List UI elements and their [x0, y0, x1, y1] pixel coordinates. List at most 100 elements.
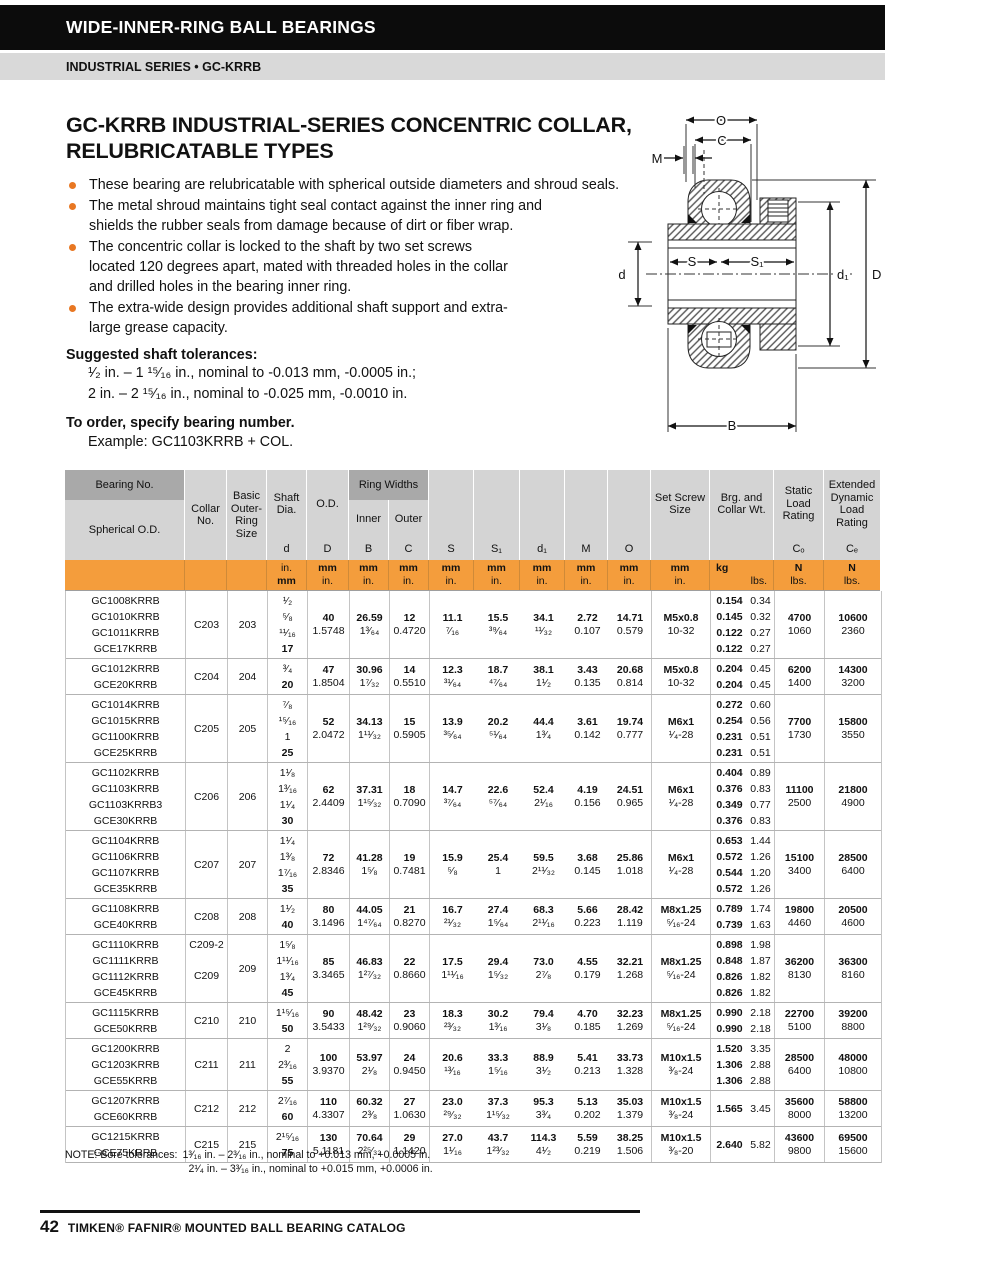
cell-c: 21 0.8270 [390, 899, 430, 934]
s-inch-value: 1¹⁄₁₆ [443, 1144, 462, 1157]
c-inch-value: 0.9450 [393, 1064, 426, 1077]
header-col-collar: Collar No. [185, 470, 227, 560]
cell-m: 5.66 0.223 [566, 899, 609, 934]
m-metric-value: 4.55 [577, 955, 598, 968]
cell-c: 18 0.7090 [390, 763, 430, 830]
d1-inch-value: 3¹⁄₂ [535, 1064, 552, 1077]
cell-static: 35600 8000 [775, 1091, 825, 1126]
bearing-number: GCE60KRRB [93, 1110, 158, 1123]
weight-pair: 0.254 0.56 [716, 714, 771, 727]
m-inch-value: 0.135 [574, 676, 601, 689]
cell-size: 215 [228, 1127, 268, 1162]
screw-metric-value: M5x0.8 [663, 663, 699, 676]
s1-metric-value: 33.3 [487, 1051, 509, 1064]
cell-bearing: GC1207KRRB GCE60KRRB [66, 1091, 186, 1126]
weight-pair: 0.231 0.51 [716, 746, 771, 759]
weight-pair: 0.376 0.83 [716, 782, 771, 795]
screw-inch-value: 10-32 [667, 676, 695, 689]
screw-metric-value: M10x1.5 [660, 1051, 702, 1064]
shaft-dia-value: 17 [281, 642, 294, 655]
s-metric-value: 15.9 [442, 851, 463, 864]
s1-metric-value: 20.2 [487, 715, 509, 728]
static-metric-value: 11100 [785, 783, 814, 796]
shaft-dia-value: 1⁵⁄₈ [279, 938, 296, 951]
cell-dyn: 48000 10800 [825, 1039, 881, 1090]
b-inch-value: 1³⁄₆₄ [359, 624, 380, 637]
b-metric-value: 26.59 [356, 611, 383, 624]
feature-bullet: The extra-wide design provides additiona… [66, 298, 632, 338]
cell-shaft: ³⁄₄ 20 [268, 659, 308, 694]
static-metric-value: 19800 [784, 903, 815, 916]
bearing-number: GC1103KRRB3 [88, 798, 163, 811]
c-inch-value: 0.9060 [393, 1020, 426, 1033]
c-metric-value: 14 [403, 663, 416, 676]
dim-label-d1: d₁ [837, 267, 849, 282]
tolerance-line: ¹⁄₂ in. – 1 ¹⁵⁄₁₆ in., nominal to -0.013… [88, 365, 417, 381]
bearing-number: GCE25KRRB [93, 746, 158, 759]
m-metric-value: 4.19 [577, 783, 598, 796]
cell-od: 100 3.9370 [308, 1039, 350, 1090]
cell-b: 70.64 2²⁵⁄₃₂ [350, 1127, 390, 1162]
cell-shaft: 2¹⁵⁄₁₆ 75 [268, 1127, 308, 1162]
cell-o: 32.23 1.269 [609, 1003, 652, 1038]
d1-metric-value: 52.4 [533, 783, 554, 796]
seal-lip-icon [741, 214, 750, 223]
m-metric-value: 2.72 [577, 611, 598, 624]
od-metric-value: 90 [322, 1007, 335, 1020]
table-group-row: GC1014KRRB GC1015KRRB GC1100KRRB GCE25KRRB C… [66, 695, 881, 763]
units-bearing [65, 560, 185, 590]
static-metric-value: 36200 [784, 955, 815, 968]
series-subheader-text: INDUSTRIAL SERIES • GC-KRRB [66, 59, 262, 74]
b-inch-value: 1⁷⁄₃₂ [359, 676, 380, 689]
weight-pair: 1.520 3.35 [716, 1042, 771, 1055]
weight-pair: 0.544 1.20 [716, 866, 771, 879]
m-metric-value: 3.43 [577, 663, 598, 676]
s1-inch-value: 1²³⁄₃₂ [486, 1144, 510, 1157]
units-size [227, 560, 267, 590]
bearing-number: GCE75KRRB [93, 1146, 158, 1159]
od-metric-value: 130 [319, 1131, 338, 1144]
ring-size: 211 [239, 1058, 256, 1071]
s-inch-value: 1¹¹⁄₁₆ [441, 968, 464, 981]
dyn-metric-value: 36300 [838, 955, 868, 968]
cell-o: 33.73 1.328 [609, 1039, 652, 1090]
o-metric-value: 38.25 [616, 1131, 644, 1144]
cell-dyn: 21800 4900 [825, 763, 881, 830]
static-inch-value: 4460 [787, 916, 812, 929]
cell-static: 43600 9800 [775, 1127, 825, 1162]
weight-pair: 0.122 0.27 [716, 642, 771, 655]
diagram-shapes [646, 179, 852, 369]
screw-inch-value: ¹⁄₄-28 [668, 728, 694, 741]
header-col-s: S [429, 470, 474, 560]
d1-inch-value: 2¹¹⁄₃₂ [532, 864, 555, 877]
s-inch-value: ¹³⁄₁₆ [444, 1064, 461, 1077]
units-screw: mm in. [651, 560, 710, 590]
d1-inch-value: 3³⁄₄ [535, 1108, 552, 1121]
weight-pair: 0.204 0.45 [716, 678, 771, 691]
o-inch-value: 1.268 [616, 968, 644, 981]
collar-number: C206 [193, 790, 220, 803]
o-inch-value: 0.814 [616, 676, 644, 689]
dyn-inch-value: 4900 [841, 796, 865, 809]
dyn-inch-value: 15600 [838, 1144, 868, 1157]
cell-dyn: 36300 8160 [825, 935, 881, 1002]
c-metric-value: 23 [403, 1007, 416, 1020]
table-group-row: GC1012KRRB GCE20KRRB C204 204 ³⁄₄ 20 47 1.8504 3… [66, 659, 881, 695]
bullet-dot-icon [69, 203, 76, 210]
d1-inch-value: 2¹¹⁄₁₆ [532, 916, 555, 929]
table-group-row: GC1207KRRB GCE60KRRB C212 212 2⁷⁄₁₆ 60 110 4.33… [66, 1091, 881, 1127]
intro-section: GC-KRRB INDUSTRIAL-SERIES CONCENTRIC COL… [66, 112, 632, 453]
shaft-dia-value: 2 [284, 1042, 291, 1055]
cell-collar: C215 [186, 1127, 228, 1162]
dyn-inch-value: 13200 [838, 1108, 868, 1121]
s-inch-value: ³¹⁄₆₄ [443, 676, 462, 689]
shaft-dia-value: 1¹⁄₄ [279, 798, 296, 811]
cell-c: 29 1.1420 [390, 1127, 430, 1162]
c-inch-value: 0.5510 [393, 676, 426, 689]
cell-b: 41.28 1⁵⁄₈ [350, 831, 390, 898]
bearing-number: GC1100KRRB [91, 730, 160, 743]
cell-screw: M8x1.25 ⁵⁄₁₆-24 [652, 935, 711, 1002]
order-heading: To order, specify bearing number. [66, 415, 295, 431]
shaft-dia-value: ¹⁵⁄₁₆ [278, 714, 297, 727]
s1-metric-value: 25.4 [487, 851, 509, 864]
